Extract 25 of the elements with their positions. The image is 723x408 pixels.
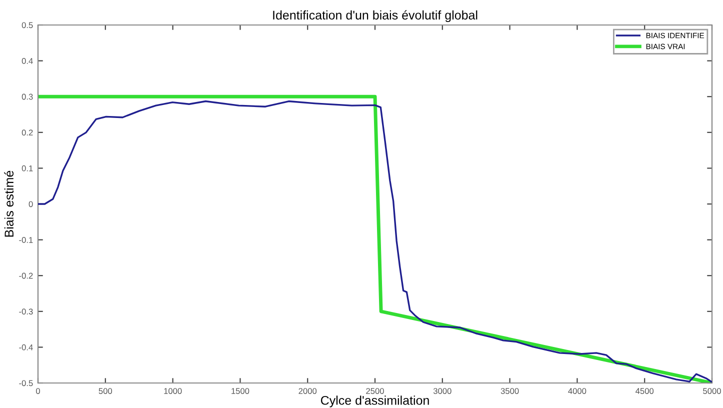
x-tick-label: 3500 [500, 388, 519, 394]
x-tick-label: 2000 [298, 388, 317, 394]
x-tick-label: 0 [36, 388, 40, 394]
y-tick-label: -0.3 [19, 308, 33, 314]
y-tick-label: 0.5 [22, 22, 33, 28]
x-tick-label: 1500 [232, 388, 250, 394]
y-tick-label: 0 [28, 201, 33, 208]
y-tick-label: -0.2 [19, 272, 33, 279]
x-tick-label: 4000 [568, 388, 586, 394]
y-tick-label: 0.3 [22, 94, 33, 100]
y-tick-label: -0.1 [19, 237, 33, 243]
x-tick-label: 3000 [433, 388, 452, 394]
y-tick-label: 0.2 [22, 130, 33, 136]
x-axis-title: Cylce d'assimilation [320, 396, 429, 408]
x-tick-label: 4500 [636, 388, 654, 394]
chart-title: Identification d'un biais évolutif global [273, 10, 478, 22]
x-tick-label: 5000 [703, 388, 721, 394]
y-tick-label: -0.5 [19, 380, 33, 386]
y-tick-label: 0.1 [22, 165, 33, 172]
x-tick-label: 1000 [164, 388, 182, 394]
x-tick-label: 500 [98, 388, 112, 394]
y-axis-title: Biais estimé [4, 170, 14, 237]
y-tick-label: -0.4 [19, 344, 33, 350]
y-tick-label: 0.4 [22, 58, 33, 64]
x-tick-label: 2500 [366, 388, 384, 394]
